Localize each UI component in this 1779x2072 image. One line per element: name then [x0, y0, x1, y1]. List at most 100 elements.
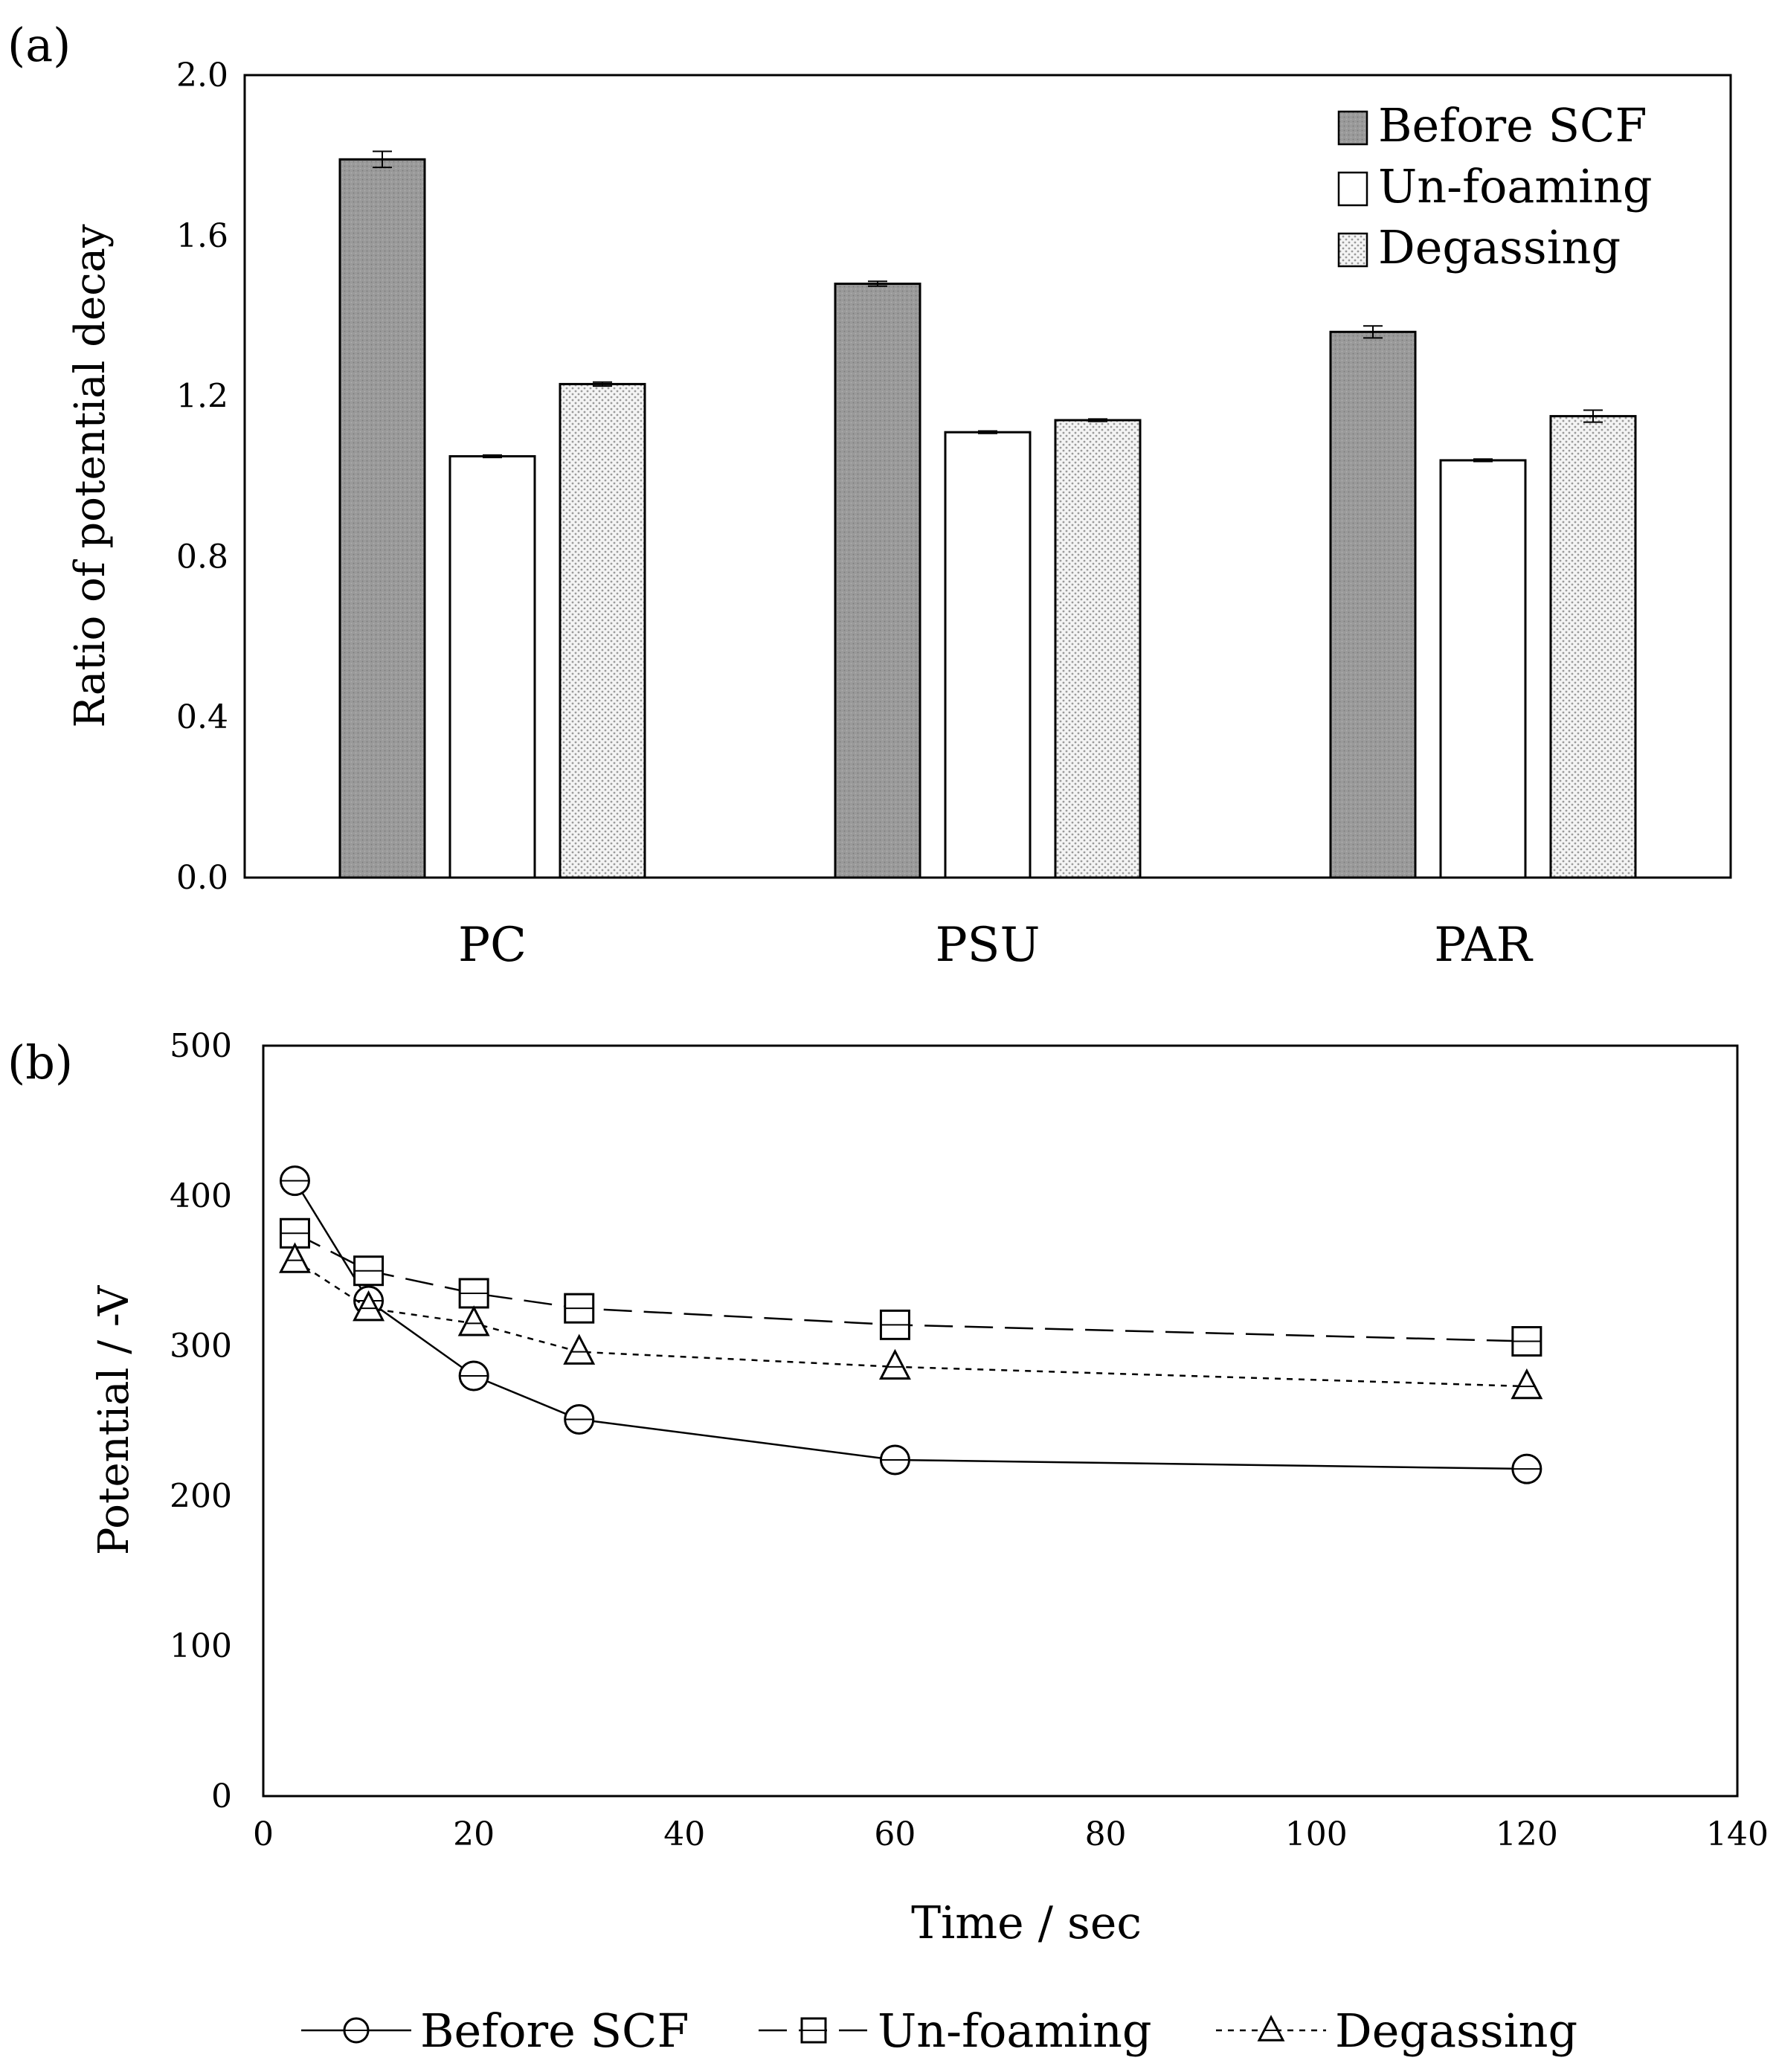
panel-a-y-tick-label: 2.0: [176, 57, 228, 94]
data-point: [353, 1290, 385, 1322]
panel-b-x-tick-label: 20: [453, 1815, 495, 1853]
panel-a-legend: Before SCF Un-foaming Degassing: [1337, 98, 1653, 274]
error-bar: [1363, 325, 1383, 339]
panel-a-category-labels: PC PSU PAR: [458, 918, 1534, 973]
error-bar: [868, 280, 887, 287]
panel-b-x-tick-label: 80: [1085, 1815, 1127, 1853]
bar-psu-before-scf: [834, 283, 921, 879]
bar-par-un-foaming: [1439, 459, 1527, 879]
legend-label: Un-foaming: [1378, 159, 1653, 213]
error-bar: [978, 430, 997, 434]
panel-b-x-tick-label: 120: [1496, 1815, 1558, 1853]
panel-b-x-tick-label: 40: [663, 1815, 705, 1853]
legend-item: Un-foaming: [1337, 159, 1653, 213]
series-un-foaming: [279, 1217, 1542, 1357]
panel-b-legend: Before SCF Un-foaming Degassing: [301, 2004, 1577, 2058]
error-bar: [1473, 458, 1493, 463]
data-point: [564, 1293, 595, 1324]
legend-item: Before SCF: [301, 2004, 689, 2058]
bar-psu-degassing: [1054, 419, 1142, 879]
bar-par-before-scf: [1329, 330, 1417, 879]
panel-a-y-tick-label: 0.0: [176, 859, 228, 897]
error-bar: [1088, 418, 1107, 422]
data-point: [1511, 1368, 1543, 1400]
error-bar: [483, 454, 502, 459]
panel-a-y-tick-label: 1.6: [176, 217, 228, 255]
category-label: PAR: [1434, 918, 1533, 973]
panel-a-y-tick-label: 1.2: [176, 378, 228, 416]
data-point: [1511, 1453, 1542, 1484]
data-point: [879, 1444, 910, 1476]
panel-b-x-ticks: 0 20 40 60 80 100 120 140: [253, 1815, 1769, 1853]
panel-b-y-tick-label: 100: [170, 1627, 232, 1665]
data-point: [279, 1242, 311, 1273]
legend-item: Un-foaming: [759, 2004, 1152, 2058]
series-line: [294, 1232, 1527, 1342]
series-degassing: [279, 1242, 1543, 1400]
data-point: [563, 1333, 596, 1365]
triangle-marker: [1511, 1368, 1543, 1400]
data-point: [564, 1403, 595, 1435]
data-point: [458, 1360, 489, 1391]
legend-label: Before SCF: [1378, 98, 1647, 152]
panel-b-plot-frame: [262, 1044, 1739, 1798]
category-label: PC: [458, 918, 527, 973]
panel-b-x-tick-label: 100: [1285, 1815, 1348, 1853]
legend-item: Degassing: [1216, 2004, 1577, 2058]
triangle-marker: [563, 1333, 596, 1365]
legend-item: Before SCF: [1337, 98, 1647, 152]
data-point: [279, 1165, 310, 1197]
panel-b-y-tick-label: 400: [170, 1177, 232, 1215]
bar-pc-degassing: [559, 382, 646, 879]
legend-item: Degassing: [1337, 220, 1621, 274]
panel-a-y-tick-label: 0.8: [176, 538, 228, 576]
legend-label: Un-foaming: [878, 2004, 1152, 2058]
data-point: [878, 1348, 911, 1380]
bar-par-degassing: [1549, 415, 1637, 879]
panel-b-x-axis-label: Time / sec: [911, 1897, 1142, 1949]
triangle-marker: [353, 1290, 385, 1322]
panel-a: (a) 0.0 0.4 0.8 1.2 1.6 2.0 PC PSU PAR Ratio of…: [7, 18, 1732, 973]
triangle-marker: [457, 1305, 490, 1336]
legend-label: Before SCF: [420, 2004, 689, 2058]
panel-b-y-tick-label: 300: [170, 1328, 232, 1365]
bar-pc-before-scf: [338, 158, 426, 879]
bar-pc-un-foaming: [448, 455, 536, 879]
legend-label: Degassing: [1378, 220, 1621, 274]
panel-b-y-tick-label: 0: [211, 1777, 232, 1815]
legend-label: Degassing: [1335, 2004, 1577, 2058]
series-line: [294, 1259, 1527, 1388]
panel-b-label: (b): [7, 1035, 73, 1090]
panel-b-y-tick-label: 200: [170, 1477, 232, 1515]
panel-a-y-tick-label: 0.4: [176, 698, 228, 736]
legend-swatch: [1337, 232, 1368, 268]
data-point: [458, 1278, 489, 1309]
panel-a-y-ticks: 0.0 0.4 0.8 1.2 1.6 2.0: [176, 57, 228, 897]
panel-a-bars: [338, 150, 1637, 879]
panel-b-y-tick-label: 500: [170, 1027, 232, 1065]
error-bar: [593, 381, 612, 387]
category-label: PSU: [936, 918, 1040, 973]
error-bar: [373, 150, 392, 169]
panel-b-x-tick-label: 0: [253, 1815, 274, 1853]
error-bar: [1583, 409, 1603, 423]
data-point: [1511, 1326, 1542, 1357]
data-point: [353, 1255, 385, 1287]
panel-b-x-tick-label: 140: [1706, 1815, 1769, 1853]
panel-a-y-axis-label: Ratio of potential decay: [66, 224, 115, 728]
triangle-marker: [279, 1242, 311, 1273]
bar-psu-un-foaming: [944, 431, 1032, 879]
panel-b-y-ticks: 0 100 200 300 400 500: [170, 1027, 232, 1815]
panel-b-x-tick-label: 60: [874, 1815, 916, 1853]
panel-a-label: (a): [7, 18, 71, 72]
panel-b-series: [279, 1165, 1543, 1484]
data-point: [879, 1309, 910, 1340]
legend-swatch: [1337, 110, 1368, 146]
triangle-marker: [878, 1348, 911, 1380]
legend-swatch: [1337, 171, 1368, 207]
triangle-marker: [1257, 2015, 1285, 2042]
panel-b-y-axis-label: Potential / -V: [90, 1284, 138, 1555]
data-point: [457, 1305, 490, 1336]
